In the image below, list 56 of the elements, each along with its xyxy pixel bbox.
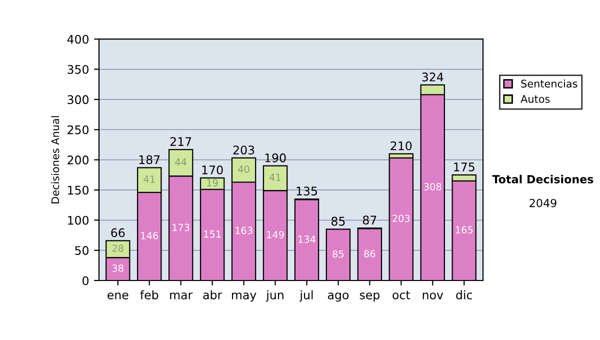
data-label: 41 — [270, 174, 281, 181]
data-label: 146 — [141, 232, 158, 240]
x-tick-label: nov — [422, 292, 444, 300]
y-tick-label: 300 — [68, 95, 88, 104]
data-label: 19 — [207, 179, 218, 186]
total-label: 217 — [170, 137, 192, 146]
text: 2049 — [530, 198, 556, 208]
total-label: 210 — [390, 141, 412, 150]
total-label: 324 — [422, 72, 444, 82]
y-tick-label: 150 — [68, 186, 88, 195]
data-label: 85 — [332, 250, 344, 258]
x-tick-label: ene — [108, 292, 128, 300]
data-label: 203 — [392, 214, 410, 222]
data-label: 149 — [267, 231, 284, 238]
total-label: 87 — [362, 216, 376, 224]
data-label: 163 — [236, 226, 252, 234]
legend-label: Sentencias — [521, 80, 578, 88]
y-tick-label: 0 — [82, 276, 88, 286]
legend-label: Autos — [520, 95, 550, 103]
total-label: 66 — [111, 228, 125, 238]
total-label: 190 — [265, 153, 286, 162]
data-label: 28 — [112, 244, 124, 252]
y-tick-label: 250 — [68, 125, 88, 134]
x-tick-label: may — [232, 292, 256, 302]
total-label: 170 — [202, 165, 223, 174]
x-tick-label: oct — [392, 290, 410, 300]
total-label: 175 — [454, 162, 474, 172]
total-label: 85 — [332, 216, 345, 226]
data-label: 44 — [175, 158, 186, 166]
data-label: 308 — [424, 183, 442, 190]
data-label: 134 — [298, 236, 316, 243]
y-tick-label: 100 — [68, 216, 88, 225]
y-tick-label: 50 — [75, 246, 88, 255]
x-tick-label: jul — [300, 290, 313, 302]
data-label: 86 — [364, 250, 376, 258]
data-label: 38 — [112, 264, 124, 272]
text: Total Decisiones — [492, 174, 594, 184]
x-tick-label: dic — [456, 290, 472, 300]
data-label: 151 — [204, 230, 221, 238]
x-tick-label: ago — [328, 292, 349, 302]
data-label: 165 — [456, 226, 473, 234]
data-label: 173 — [172, 224, 190, 232]
y-axis-title: Decisiones Anual — [51, 116, 60, 204]
y-tick-label: 400 — [67, 34, 88, 44]
x-tick-label: abr — [203, 290, 222, 300]
x-tick-label: mar — [170, 292, 193, 300]
data-label: 41 — [144, 176, 155, 183]
x-tick-label: sep — [360, 292, 380, 302]
x-tick-label: feb — [140, 290, 158, 300]
y-tick-label: 200 — [68, 156, 88, 164]
data-label: 40 — [238, 166, 250, 173]
y-tick-label: 350 — [68, 65, 88, 74]
x-tick-label: jun — [266, 290, 284, 302]
total-label: 135 — [296, 186, 317, 196]
total-label: 203 — [233, 146, 254, 154]
total-label: 187 — [139, 155, 160, 164]
